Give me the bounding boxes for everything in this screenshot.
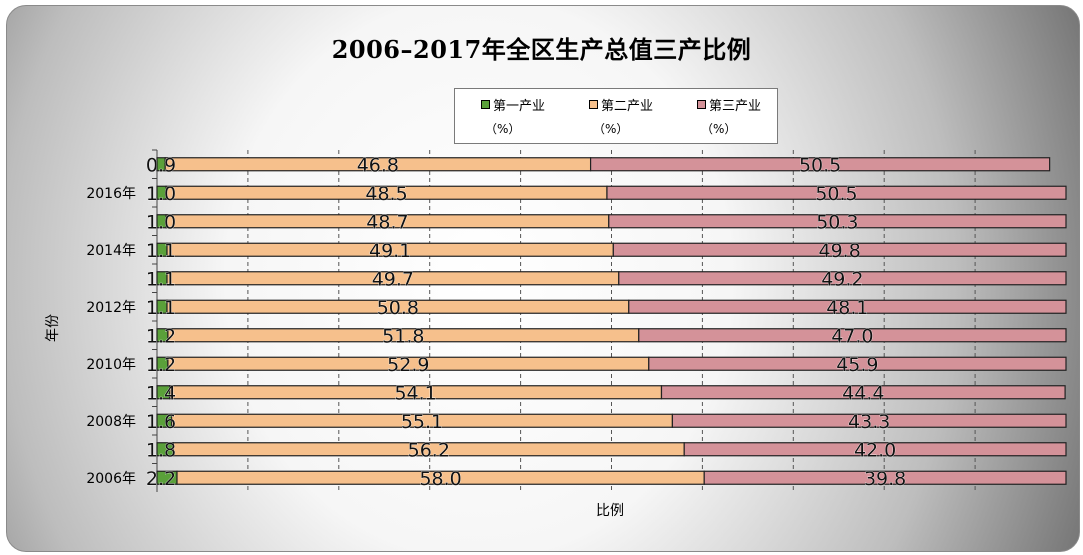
legend-unit-secondary: （%） — [593, 122, 629, 136]
bar-value-label: 55.1 — [401, 411, 443, 433]
bar-value-label: 46.8 — [357, 154, 399, 176]
y-tick-label: 2010年 — [86, 357, 136, 373]
bar-segment — [683, 442, 1067, 457]
bar-value-label: 1.2 — [146, 354, 176, 376]
bar-value-label: 1.0 — [146, 183, 176, 205]
legend-label-primary: 第一产业 — [492, 99, 545, 114]
legend-item-tertiary: 第三产业 （%） — [675, 95, 783, 137]
bar-value-label: 56.2 — [408, 439, 450, 461]
legend-swatch-tertiary — [696, 100, 706, 109]
legend-swatch-secondary — [588, 100, 598, 109]
bar-value-label: 52.9 — [387, 354, 429, 376]
y-axis-label: 年份 — [45, 314, 61, 342]
bar-value-label: 1.4 — [146, 382, 176, 404]
bar-value-label: 44.4 — [842, 382, 884, 404]
bar-value-label: 1.1 — [146, 297, 176, 319]
legend-label-secondary: 第二产业 — [600, 99, 653, 114]
bar-value-label: 1.2 — [146, 325, 176, 347]
bar-value-label: 48.1 — [826, 297, 868, 319]
legend: 第一产业 （%） 第二产业 （%） 第三产业 （%） — [454, 88, 778, 144]
legend-unit-tertiary: （%） — [701, 122, 737, 136]
bar-segment — [606, 185, 1067, 200]
y-tick-label: 2006年 — [86, 471, 136, 487]
bar-segment — [608, 214, 1067, 229]
bar-segment — [618, 271, 1067, 286]
bar-segment — [671, 413, 1067, 428]
bar-value-label: 1.6 — [146, 411, 176, 433]
bar-value-label: 1.1 — [146, 240, 176, 262]
bar-segment — [703, 470, 1067, 485]
bar-segment — [638, 328, 1067, 343]
x-axis-label: 比例 — [596, 503, 624, 519]
bar-value-label: 39.8 — [864, 468, 906, 490]
legend-label-tertiary: 第三产业 — [708, 99, 761, 114]
y-tick-label: 2014年 — [86, 243, 136, 259]
legend-unit-primary: （%） — [485, 122, 521, 136]
bar-value-label: 48.7 — [366, 211, 408, 233]
bar-value-label: 50.5 — [815, 183, 857, 205]
bar-value-label: 50.5 — [799, 154, 841, 176]
bar-value-label: 2.2 — [146, 468, 176, 490]
bar-value-label: 49.2 — [821, 268, 863, 290]
bar-value-label: 49.8 — [819, 240, 861, 262]
legend-item-primary: 第一产业 （%） — [459, 95, 567, 137]
bar-segment — [612, 242, 1067, 257]
bar-value-label: 49.1 — [369, 240, 411, 262]
y-tick-label: 2016年 — [86, 186, 136, 202]
bar-segment — [628, 299, 1067, 314]
bar-value-label: 51.8 — [382, 325, 424, 347]
y-tick-label: 2008年 — [86, 414, 136, 430]
bar-value-label: 1.8 — [146, 439, 176, 461]
legend-swatch-primary — [480, 100, 490, 109]
bar-value-label: 47.0 — [831, 325, 873, 347]
bar-value-label: 43.3 — [848, 411, 890, 433]
bar-value-label: 50.8 — [377, 297, 419, 319]
bar-value-label: 1.0 — [146, 211, 176, 233]
bar-value-label: 42.0 — [854, 439, 896, 461]
bar-value-label: 48.5 — [365, 183, 407, 205]
bar-value-label: 1.1 — [146, 268, 176, 290]
bar-value-label: 49.7 — [372, 268, 414, 290]
y-tick-label: 2012年 — [86, 300, 136, 316]
bar-value-label: 45.9 — [836, 354, 878, 376]
chart-title: 2006–2017年全区生产总值三产比例 — [331, 35, 752, 64]
bar-value-label: 58.0 — [419, 468, 461, 490]
bar-value-label: 0.9 — [146, 154, 176, 176]
bar-segment — [648, 356, 1067, 371]
bar-value-label: 54.1 — [394, 382, 436, 404]
bar-value-label: 50.3 — [816, 211, 858, 233]
legend-item-secondary: 第二产业 （%） — [567, 95, 675, 137]
bar-segment — [589, 157, 1051, 172]
bar-segment — [660, 385, 1066, 400]
